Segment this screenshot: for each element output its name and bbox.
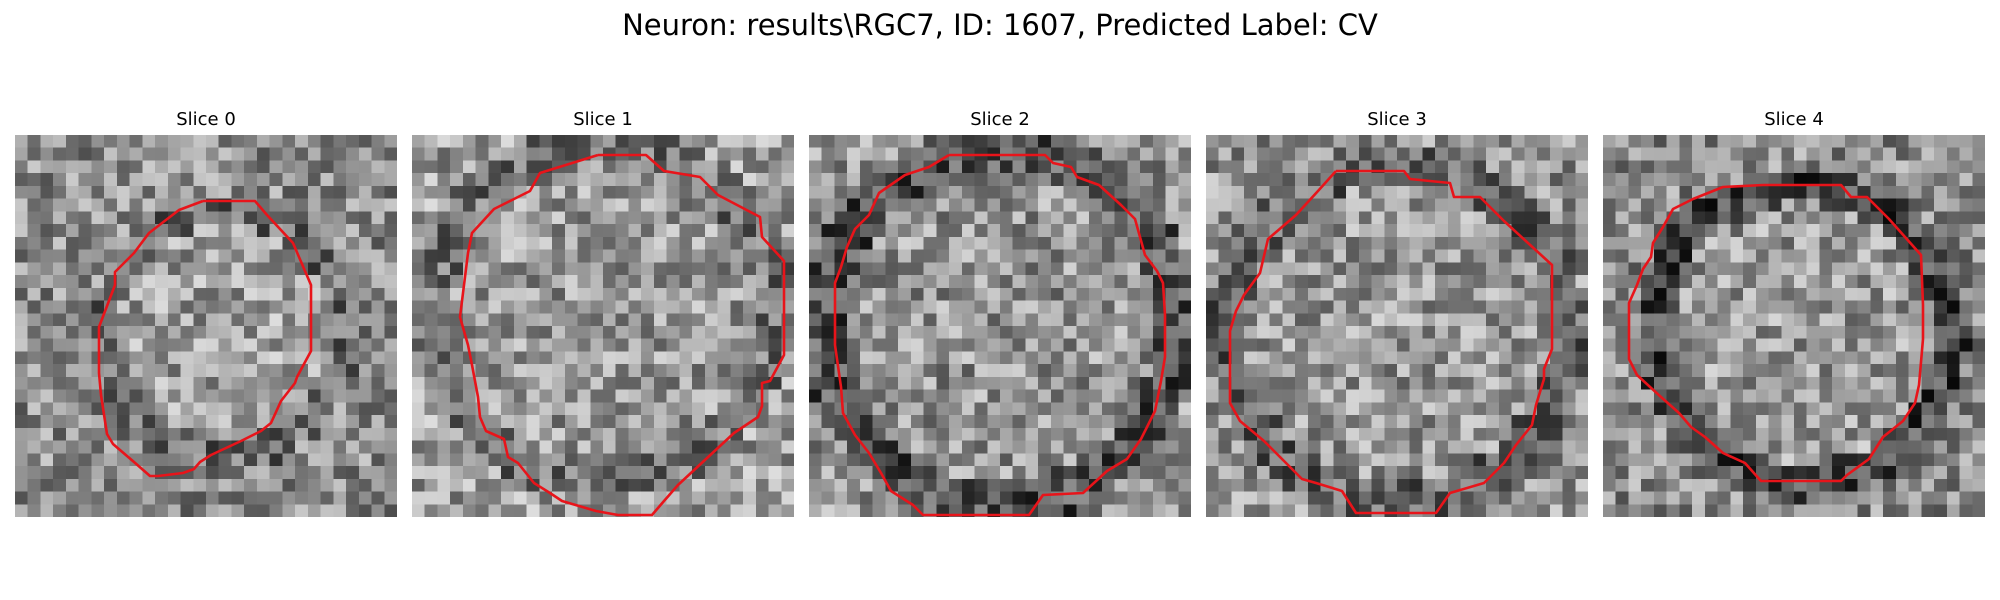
slice-image xyxy=(1603,135,1985,517)
cell-contour-line xyxy=(458,153,786,517)
figure-title: Neuron: results\RGC7, ID: 1607, Predicte… xyxy=(622,8,1378,42)
slice-title: Slice 1 xyxy=(573,109,633,130)
slice-image xyxy=(15,135,397,517)
slice-title: Slice 4 xyxy=(1764,109,1824,130)
slice-title: Slice 3 xyxy=(1367,109,1427,130)
slice-image xyxy=(809,135,1191,517)
cell-contour xyxy=(1228,169,1554,515)
cell-contour-line xyxy=(97,199,313,478)
slice-title: Slice 2 xyxy=(970,109,1030,130)
slice-panel-3: Slice 3 xyxy=(1206,108,1588,526)
slice-panel-1: Slice 1 xyxy=(412,108,794,526)
cell-contour xyxy=(833,153,1167,517)
slice-panel-2: Slice 2 xyxy=(809,108,1191,526)
slice-image xyxy=(1206,135,1588,517)
slice-image xyxy=(412,135,794,517)
slice-title: Slice 0 xyxy=(176,109,236,130)
cell-contour xyxy=(97,199,313,478)
cell-contour-line xyxy=(1627,183,1925,483)
cell-contour-line xyxy=(1228,169,1554,515)
slice-panel-4: Slice 4 xyxy=(1603,108,1985,526)
cell-contour xyxy=(1627,183,1925,483)
cell-contour xyxy=(458,153,786,517)
slice-panel-0: Slice 0 xyxy=(15,108,397,526)
cell-contour-line xyxy=(833,153,1167,517)
